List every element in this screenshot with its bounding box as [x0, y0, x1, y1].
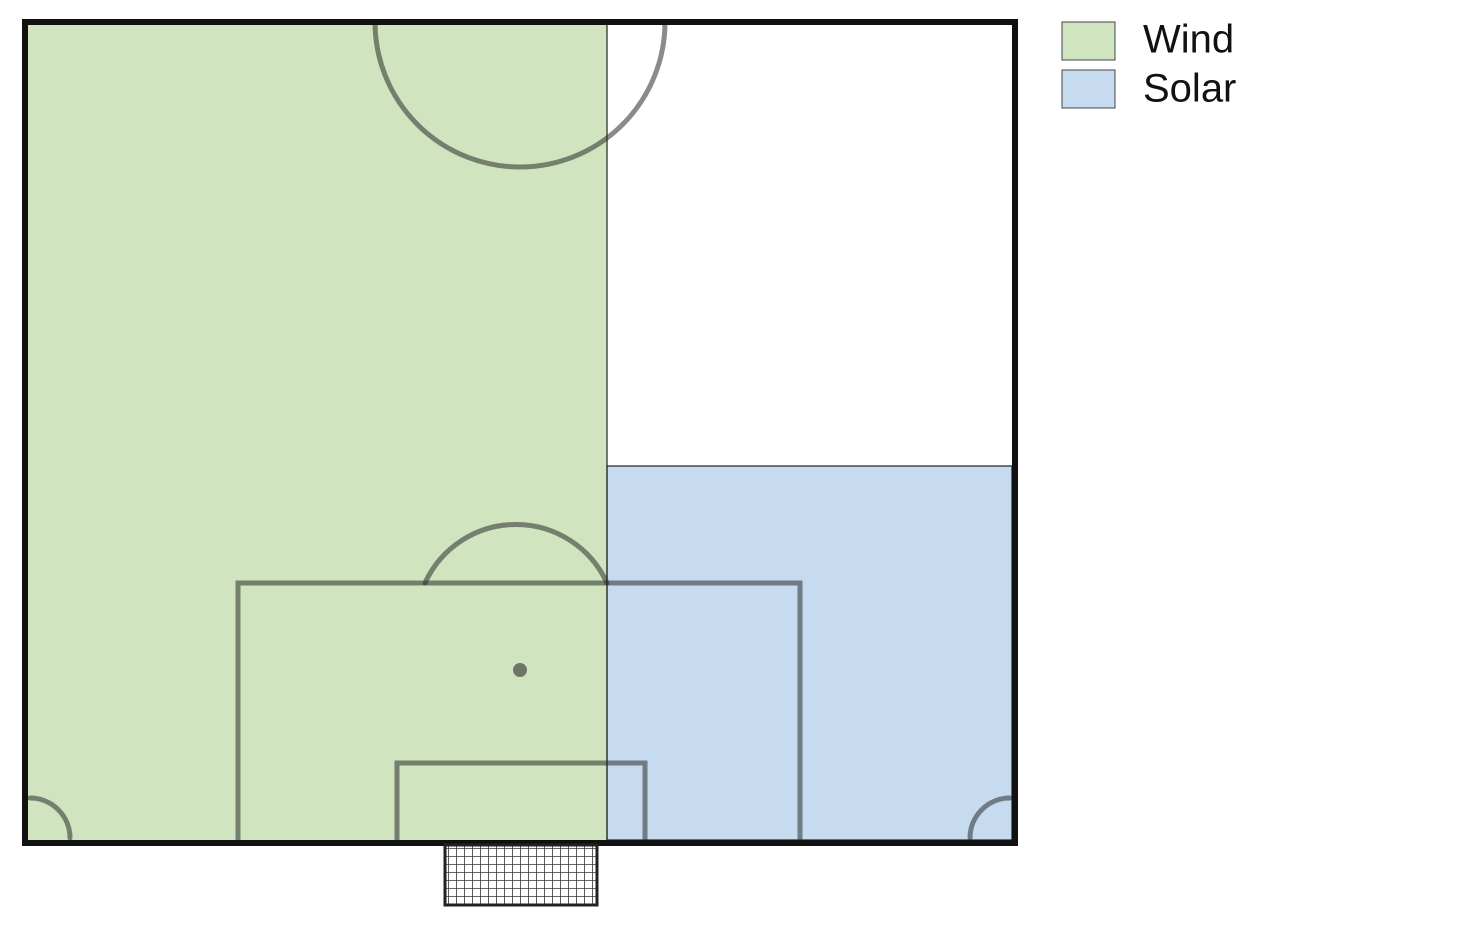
- pitch-outline: [22, 19, 1018, 846]
- goal-box: [394, 760, 648, 843]
- wind-region: [25, 22, 607, 840]
- legend-swatch: [1061, 69, 1116, 109]
- goal-net: [443, 843, 599, 907]
- legend: Wind Solar: [1061, 18, 1236, 111]
- penalty-spot: [513, 663, 527, 677]
- legend-swatch: [1061, 21, 1116, 61]
- corner-arc: [27, 795, 73, 841]
- pitch-lines: [27, 19, 1013, 843]
- corner-arc: [967, 795, 1013, 841]
- solar-region: [606, 465, 1013, 841]
- legend-label: Solar: [1143, 67, 1236, 111]
- penalty-box: [235, 580, 803, 843]
- penalty-arc: [422, 521, 610, 586]
- center-circle: [372, 19, 668, 170]
- legend-label: Wind: [1143, 18, 1234, 62]
